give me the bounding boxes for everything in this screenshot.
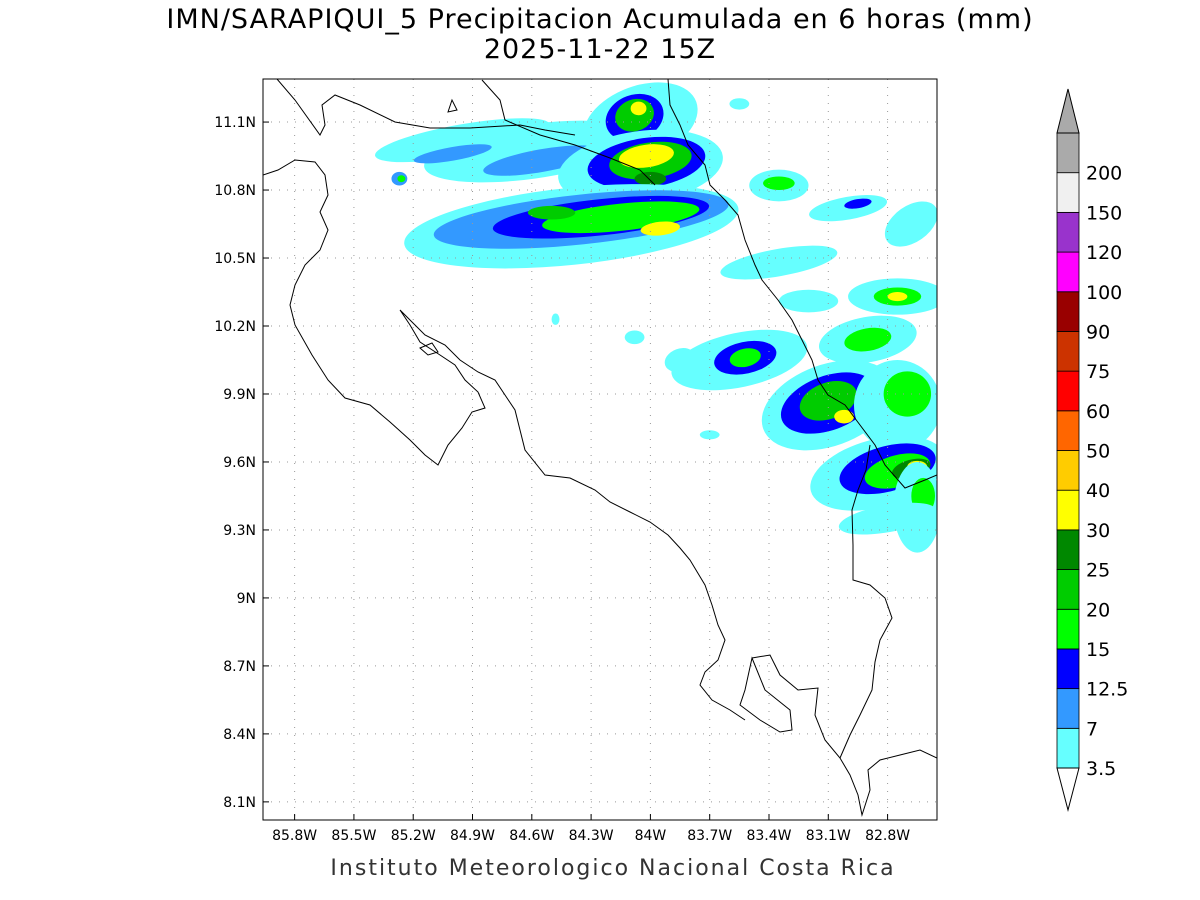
color-legend: 3.5 7 12.5 15 20 25 30 40 50 60 75 90 100 120 150 200: [1056, 88, 1128, 812]
precip-cell-54: [664, 348, 696, 372]
precip-cell-23: [763, 176, 795, 191]
precip-cell-36: [844, 327, 892, 352]
legend-swatch: [1056, 211, 1080, 253]
precip-cell-52: [624, 330, 645, 345]
lat-tick-label: 10.8N: [214, 183, 256, 199]
longitude-ticks: 85.8W 85.5W 85.2W 84.9W 84.6W 84.3W 84W 83.7W 83…: [272, 814, 910, 844]
coastline-borders: [263, 79, 937, 817]
lon-tick-label: 84.3W: [569, 828, 614, 844]
legend-label: 12.5: [1086, 679, 1128, 701]
precip-cell-19: [542, 201, 700, 234]
precip-cell-27: [720, 245, 838, 280]
legend-swatch: [1056, 331, 1080, 372]
legend-label: 20: [1086, 599, 1110, 621]
legend-swatch: [1056, 648, 1080, 690]
precip-cell-2: [483, 145, 601, 176]
lat-tick-label: 10.2N: [214, 319, 256, 335]
precip-cell-50: [838, 502, 937, 535]
caribbean-coast-and-border: [276, 79, 937, 489]
lon-tick-label: 83.1W: [806, 828, 851, 844]
legend-label: 50: [1086, 441, 1110, 463]
map-grid: [263, 79, 937, 820]
legend-swatch: [1056, 172, 1080, 213]
lat-tick-label: 8.7N: [223, 659, 256, 675]
lon-tick-label: 85.2W: [391, 828, 436, 844]
legend-label: 100: [1086, 282, 1122, 304]
legend-swatch: [1056, 410, 1080, 451]
lat-tick-label: 8.4N: [223, 727, 256, 743]
lon-tick-label: 84W: [635, 828, 667, 844]
lon-tick-label: 84.6W: [509, 828, 554, 844]
legend-max-arrow: [1056, 88, 1080, 134]
costa-rica-panama-border: [839, 444, 893, 759]
precip-cell-9: [630, 101, 647, 116]
precip-cell-42: [883, 371, 932, 417]
legend-swatch: [1056, 569, 1080, 610]
legend-label: 120: [1086, 242, 1122, 264]
legend-swatch: [1056, 727, 1080, 769]
precip-cell-34: [729, 348, 761, 368]
latitude-ticks: 11.1N 10.8N 10.5N 10.2N 9.9N 9.6N 9.3N 9N 8.7N 8.…: [214, 115, 269, 811]
lat-tick-label: 9.6N: [223, 455, 256, 471]
precip-cell-20: [640, 221, 680, 236]
lon-tick-label: 85.8W: [272, 828, 317, 844]
legend-label: 40: [1086, 480, 1110, 502]
lat-tick-label: 11.1N: [214, 115, 256, 131]
lon-tick-label: 82.8W: [865, 828, 910, 844]
legend-label: 75: [1086, 361, 1110, 383]
legend-label: 200: [1086, 163, 1122, 185]
precip-cell-51: [551, 313, 560, 325]
legend-label: 15: [1086, 639, 1110, 661]
map-credit: Instituto Meteorologico Nacional Costa R…: [330, 856, 896, 881]
lon-tick-label: 84.9W: [450, 828, 495, 844]
lon-tick-label: 83.4W: [746, 828, 791, 844]
lat-tick-label: 9.9N: [223, 387, 256, 403]
pacific-coast: [263, 159, 937, 817]
lat-tick-label: 8.1N: [223, 795, 256, 811]
precip-cell-5: [397, 175, 406, 183]
precip-cell-40: [834, 409, 854, 424]
precip-cell-53: [699, 430, 720, 440]
map-subtitle: 2025-11-22 15Z: [483, 34, 717, 65]
lat-tick-label: 10.5N: [214, 251, 256, 267]
precip-cell-31: [887, 292, 908, 302]
legend-swatch: [1056, 132, 1080, 174]
legend-min-arrow: [1056, 767, 1080, 812]
legend-label: 150: [1086, 202, 1122, 224]
legend-swatch: [1056, 688, 1080, 729]
precip-cell-15: [634, 171, 667, 186]
legend-swatch: [1056, 608, 1080, 650]
map-frame: [262, 78, 938, 821]
legend-swatch: [1056, 529, 1080, 570]
lon-tick-label: 83.7W: [687, 828, 732, 844]
legend-swatch: [1056, 450, 1080, 491]
legend-label: 30: [1086, 520, 1110, 542]
precip-cell-3: [413, 144, 492, 164]
map-title: IMN/SARAPIQUI_5 Precipitacion Acumulada …: [166, 4, 1034, 35]
lon-tick-label: 85.5W: [331, 828, 376, 844]
legend-label: 25: [1086, 560, 1110, 582]
legend-label: 60: [1086, 401, 1110, 423]
precip-cell-10: [729, 98, 750, 110]
precip-cell-28: [778, 289, 839, 313]
legend-swatch: [1056, 370, 1080, 412]
legend-swatch: [1056, 291, 1080, 332]
legend-label: 7: [1086, 718, 1098, 740]
legend-swatch: [1056, 251, 1080, 293]
legend-swatch: [1056, 489, 1080, 531]
legend-label: 90: [1086, 321, 1110, 343]
precip-cell-14: [619, 144, 674, 168]
lat-tick-label: 9N: [237, 591, 256, 607]
precipitation-field: [374, 82, 937, 553]
precip-cell-25: [844, 198, 872, 209]
precip-cell-21: [527, 205, 576, 220]
lat-tick-label: 9.3N: [223, 523, 256, 539]
lake-outline: [419, 98, 793, 733]
legend-label: 3.5: [1086, 758, 1116, 780]
precip-cell-26: [884, 201, 937, 247]
